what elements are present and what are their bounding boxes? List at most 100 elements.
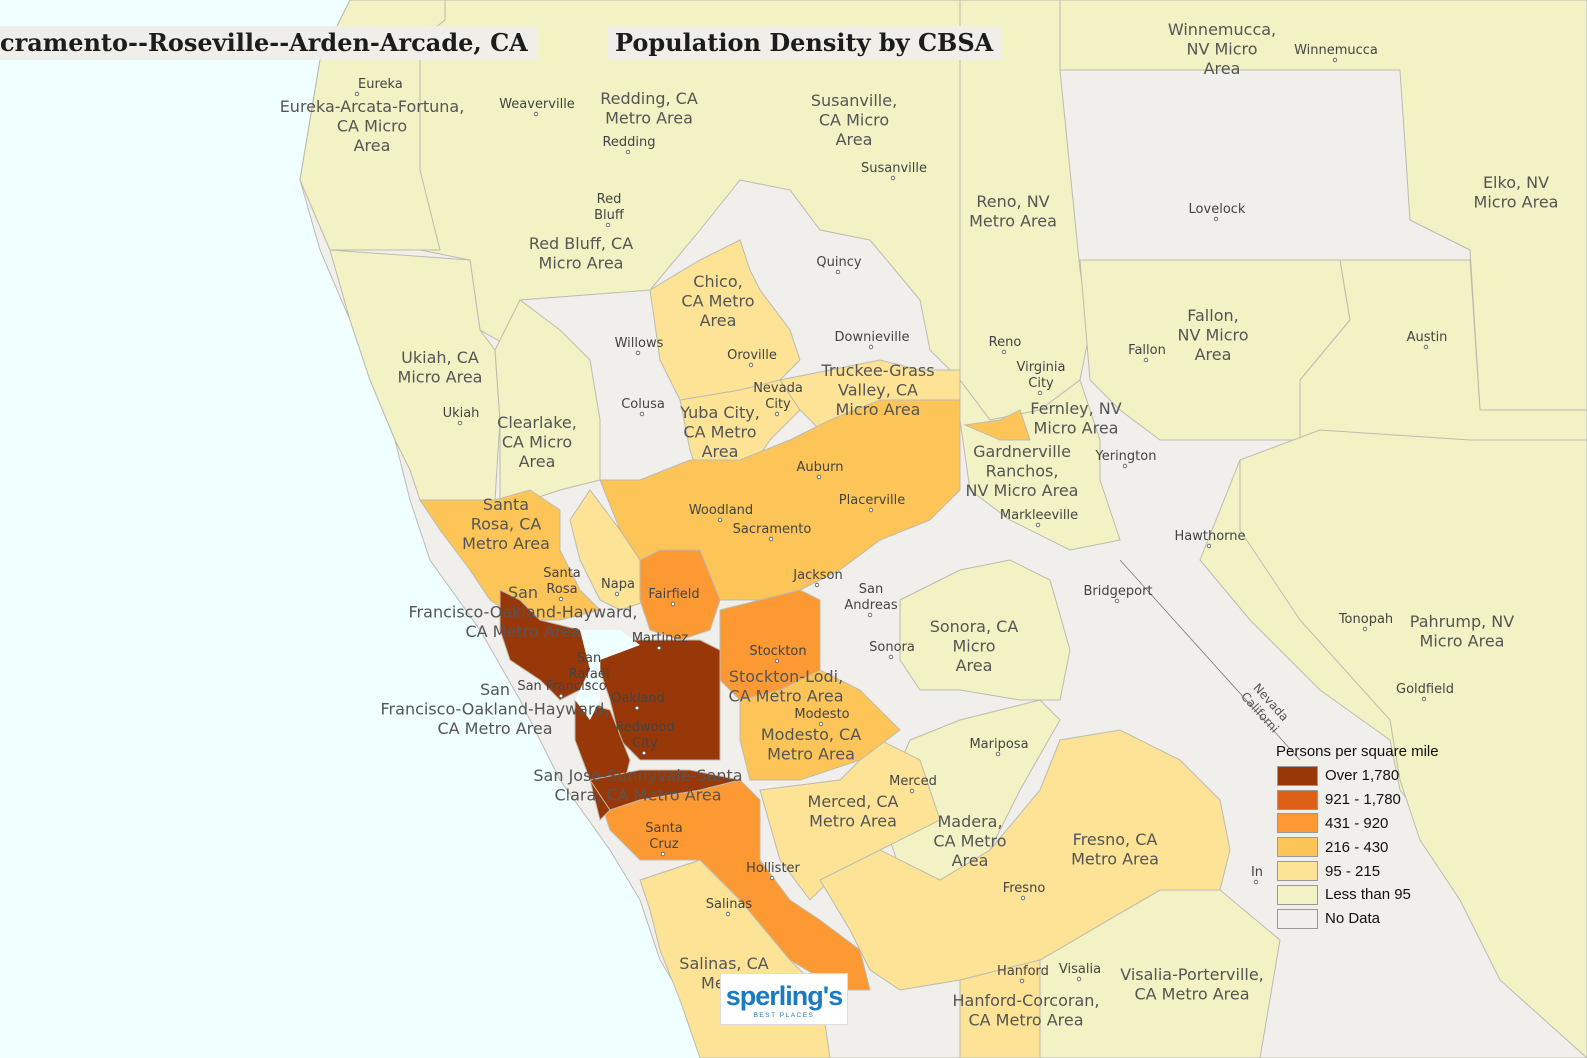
area-label: Reno, NV Metro Area bbox=[969, 192, 1057, 231]
city-label: Susanville bbox=[861, 161, 927, 176]
city-label: Jackson bbox=[792, 568, 842, 583]
city-label: Reno bbox=[989, 335, 1022, 350]
city-label: Hollister bbox=[746, 861, 800, 876]
area-label: Red Bluff, CA Micro Area bbox=[529, 234, 633, 273]
city-label: Austin bbox=[1407, 330, 1448, 345]
legend-item: 216 - 430 bbox=[1270, 835, 1470, 859]
city-labels: Eureka Weaverville Redding Susanville Winnem… bbox=[354, 43, 1454, 984]
city-marker-icon bbox=[1076, 976, 1082, 982]
city-label: Willows bbox=[615, 336, 664, 351]
city-marker-icon bbox=[1035, 522, 1041, 528]
city-label: Sacramento bbox=[733, 522, 812, 537]
city-marker-icon bbox=[1001, 349, 1007, 355]
city-marker-icon bbox=[818, 721, 824, 727]
city-label: Stockton bbox=[749, 644, 806, 659]
city-label: Colusa bbox=[621, 397, 665, 412]
region-sf-bay-east bbox=[599, 639, 721, 761]
area-label: Eureka-Arcata-Fortuna, CA Micro Area bbox=[280, 97, 465, 155]
area-label: Pahrump, NV Micro Area bbox=[1410, 612, 1514, 651]
cbsa-regions bbox=[299, 0, 1587, 1058]
legend: Persons per square mile Over 1,780 921 -… bbox=[1270, 743, 1470, 931]
city-label: Auburn bbox=[797, 460, 844, 475]
city-label: San Andreas bbox=[844, 582, 897, 613]
city-label: Sonora bbox=[869, 640, 915, 655]
area-label: Fallon, NV Micro Area bbox=[1177, 306, 1248, 364]
city-label: Yerington bbox=[1095, 449, 1157, 464]
city-label: Virginia City bbox=[1016, 360, 1065, 391]
city-label: Downieville bbox=[835, 330, 910, 345]
legend-label: 216 - 430 bbox=[1325, 838, 1389, 856]
city-label: Tonopah bbox=[1338, 612, 1393, 627]
city-marker-icon bbox=[1362, 626, 1368, 632]
city-marker-icon bbox=[1423, 344, 1429, 350]
region-stockton bbox=[719, 589, 821, 701]
legend-title: Persons per square mile bbox=[1276, 743, 1439, 760]
city-marker-icon bbox=[867, 612, 873, 618]
legend-label: 921 - 1,780 bbox=[1325, 791, 1401, 809]
city-marker-icon bbox=[1122, 463, 1128, 469]
city-label: Markleeville bbox=[1000, 508, 1078, 523]
city-label: Visalia bbox=[1059, 962, 1101, 977]
area-label: San Jose-Sunnyvale-Santa Clara, CA Metro … bbox=[533, 766, 742, 805]
legend-swatch bbox=[1277, 789, 1318, 810]
legend-swatch bbox=[1277, 765, 1318, 786]
city-marker-icon bbox=[814, 582, 820, 588]
city-label: Oakland bbox=[611, 691, 665, 706]
city-label: Ukiah bbox=[443, 406, 480, 421]
legend-item: Less than 95 bbox=[1270, 883, 1470, 907]
area-label: Yuba City, CA Metro Area bbox=[679, 403, 760, 461]
city-marker-icon bbox=[890, 175, 896, 181]
area-label: Fresno, CA Metro Area bbox=[1071, 830, 1159, 869]
area-label: Chico, CA Metro Area bbox=[681, 272, 754, 330]
city-marker-icon bbox=[1143, 357, 1149, 363]
legend-label: 95 - 215 bbox=[1325, 862, 1381, 880]
city-marker-icon bbox=[670, 601, 676, 607]
area-label: Winnemucca, NV Micro Area bbox=[1168, 20, 1276, 78]
legend-swatch bbox=[1277, 884, 1318, 905]
region-eureka bbox=[299, 0, 446, 251]
city-label: Martinez bbox=[632, 631, 688, 646]
city-marker-icon bbox=[1332, 57, 1338, 63]
legend-item: No Data bbox=[1270, 907, 1470, 931]
legend-item: Over 1,780 bbox=[1270, 764, 1470, 788]
city-marker-icon bbox=[656, 645, 662, 651]
city-marker-icon bbox=[585, 681, 591, 687]
area-label: Merced, CA Metro Area bbox=[808, 792, 899, 831]
map-title-left: cramento--Roseville--Arden-Arcade, CA bbox=[0, 26, 538, 60]
city-label: Redwood City bbox=[615, 720, 675, 751]
region-hanford bbox=[959, 959, 1041, 1058]
city-label: Bridgeport bbox=[1083, 584, 1152, 599]
region-pahrump bbox=[1239, 429, 1587, 1058]
city-label: Red Bluff bbox=[594, 192, 625, 223]
city-label: In bbox=[1251, 865, 1263, 880]
city-label: Santa Rosa bbox=[543, 566, 581, 597]
area-label: Stockton-Lodi, CA Metro Area bbox=[728, 667, 843, 706]
legend-label: Less than 95 bbox=[1325, 886, 1411, 904]
city-label: Winnemucca bbox=[1294, 43, 1378, 58]
sperlings-logo[interactable]: sperling's BEST PLACES bbox=[720, 973, 848, 1025]
city-marker-icon bbox=[457, 420, 463, 426]
city-marker-icon bbox=[1020, 895, 1026, 901]
area-label: Ukiah, CA Micro Area bbox=[398, 348, 483, 387]
city-label: Woodland bbox=[689, 503, 753, 518]
region-santa-rosa bbox=[419, 489, 601, 621]
area-label: Madera, CA Metro Area bbox=[933, 812, 1006, 870]
city-marker-icon bbox=[635, 350, 641, 356]
area-label: Gardnerville Ranchos, NV Micro Area bbox=[966, 442, 1079, 500]
area-label: Hanford-Corcoran, CA Metro Area bbox=[952, 991, 1099, 1030]
logo-tagline: BEST PLACES bbox=[753, 1012, 815, 1019]
city-marker-icon bbox=[816, 474, 822, 480]
city-marker-icon bbox=[605, 222, 611, 228]
region-north-nv bbox=[1059, 0, 1587, 411]
city-marker-icon bbox=[835, 269, 841, 275]
bay-water bbox=[575, 630, 640, 720]
city-marker-icon bbox=[1206, 543, 1212, 549]
legend-label: Over 1,780 bbox=[1325, 767, 1400, 785]
area-label: Susanville, CA Micro Area bbox=[811, 91, 897, 149]
city-marker-icon bbox=[1253, 879, 1259, 885]
legend-label: 431 - 920 bbox=[1325, 814, 1389, 832]
city-label: Fairfield bbox=[648, 587, 699, 602]
city-marker-icon bbox=[768, 536, 774, 542]
legend-label: No Data bbox=[1325, 910, 1381, 928]
